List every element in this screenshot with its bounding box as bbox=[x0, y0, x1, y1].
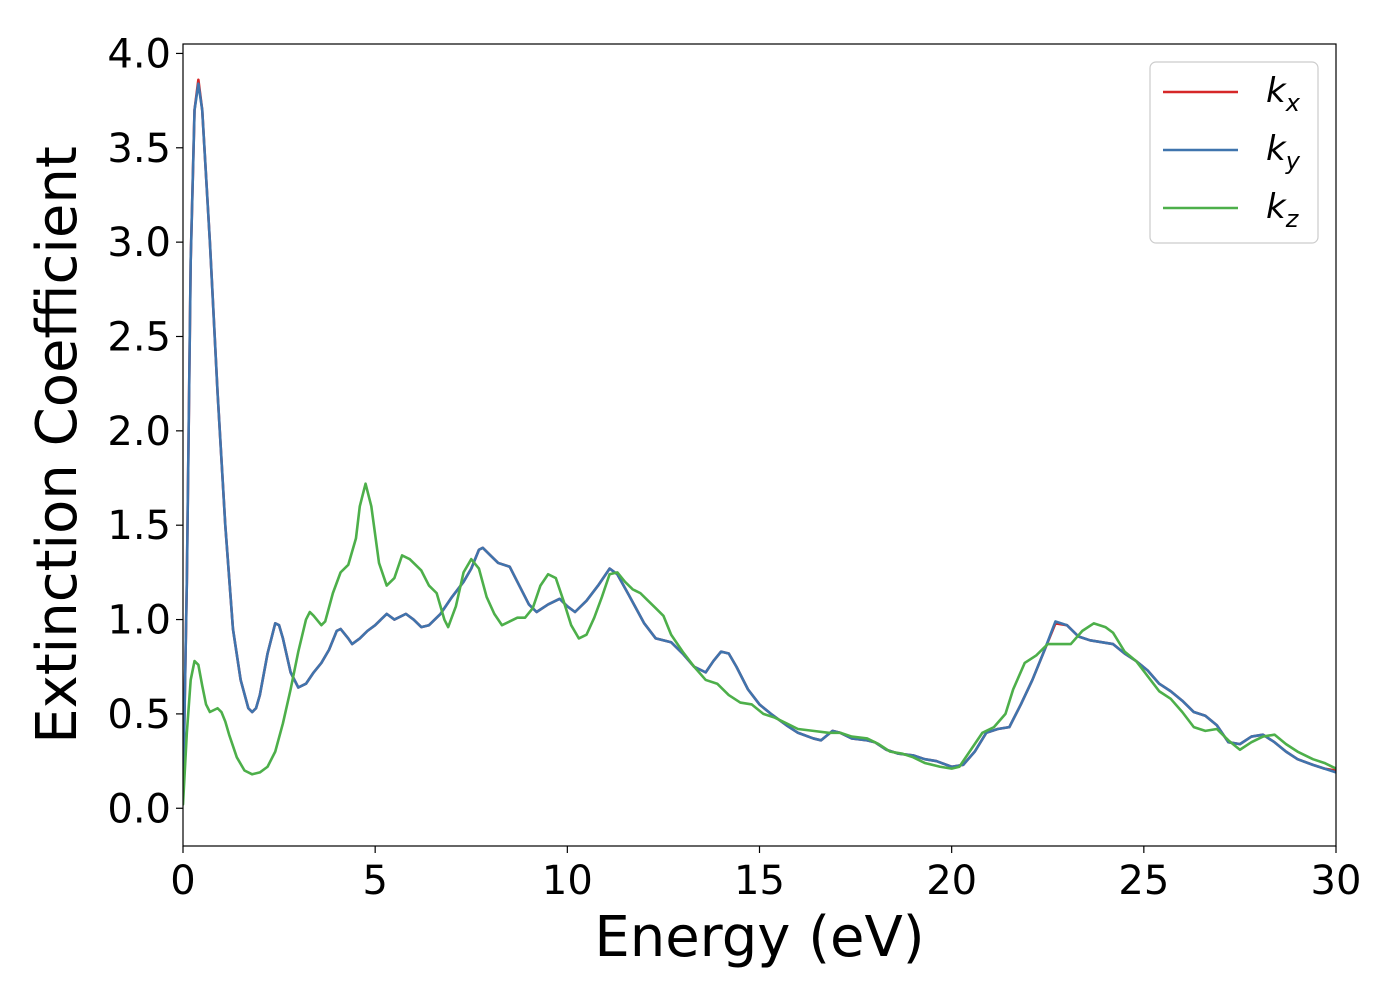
x-tick-label: 15 bbox=[734, 858, 785, 904]
x-tick-label: 0 bbox=[170, 858, 195, 904]
y-tick-label: 3.0 bbox=[107, 220, 171, 266]
legend-label-subscript: y bbox=[1285, 147, 1301, 175]
y-tick-label: 0.0 bbox=[107, 786, 171, 832]
y-tick-label: 0.5 bbox=[107, 692, 171, 738]
y-tick-label: 4.0 bbox=[107, 31, 171, 77]
x-axis-label: Energy (eV) bbox=[594, 905, 924, 970]
legend-label-base: k bbox=[1266, 187, 1287, 227]
y-axis-label: Extinction Coefficient bbox=[25, 146, 90, 744]
y-tick-label: 3.5 bbox=[107, 126, 171, 172]
x-tick-label: 20 bbox=[926, 858, 977, 904]
legend-label-subscript: z bbox=[1285, 205, 1300, 233]
legend-label-base: k bbox=[1266, 129, 1287, 169]
x-tick-label: 25 bbox=[1118, 858, 1169, 904]
legend-label-subscript: x bbox=[1285, 89, 1301, 117]
legend: kxkykz bbox=[1150, 62, 1318, 243]
y-tick-label: 1.0 bbox=[107, 598, 171, 644]
legend-label-base: k bbox=[1266, 71, 1287, 111]
y-tick-label: 2.0 bbox=[107, 409, 171, 455]
x-tick-label: 10 bbox=[542, 858, 593, 904]
y-tick-label: 1.5 bbox=[107, 503, 171, 549]
y-tick-label: 2.5 bbox=[107, 314, 171, 360]
x-tick-label: 5 bbox=[362, 858, 387, 904]
x-tick-label: 30 bbox=[1311, 858, 1362, 904]
